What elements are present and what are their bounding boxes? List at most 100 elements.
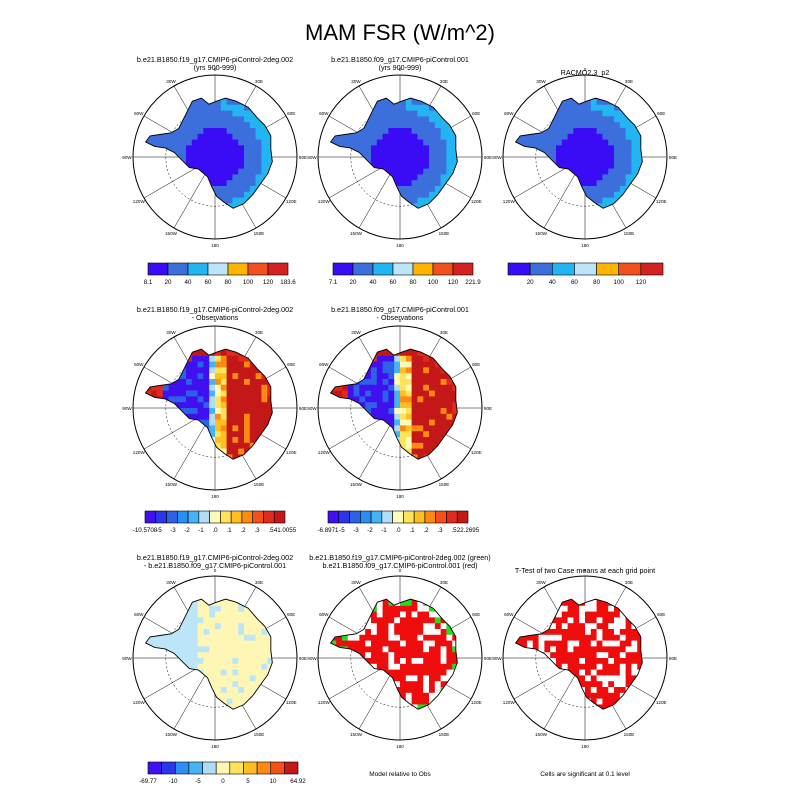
grid-cell <box>423 122 430 129</box>
grid-cell <box>417 373 424 380</box>
grid-cell <box>406 710 412 716</box>
meridian-label: 60W <box>319 362 329 367</box>
grid-cell <box>376 349 383 351</box>
grid-cell <box>156 698 164 705</box>
meridian-line <box>358 168 394 229</box>
grid-cell <box>370 191 378 198</box>
grid-cell <box>203 588 209 594</box>
grid-cell <box>157 728 163 734</box>
grid-cell <box>388 116 395 123</box>
grid-cell <box>562 87 568 93</box>
meridian-label: 60E <box>472 111 480 116</box>
grid-cell <box>348 215 354 221</box>
grid-cell <box>614 122 621 129</box>
grid-cell <box>267 617 273 624</box>
grid-cell <box>458 174 464 180</box>
grid-cell <box>168 116 175 123</box>
grid-cell <box>417 402 424 409</box>
grid-cell <box>365 384 372 391</box>
grid-cell <box>197 186 204 193</box>
grid-cell <box>544 162 551 169</box>
grid-cell <box>203 338 209 344</box>
grid-cell <box>255 646 262 653</box>
grid-cell <box>365 87 371 93</box>
grid-cell <box>411 390 418 397</box>
grid-cell <box>209 174 216 181</box>
grid-cell <box>168 704 175 710</box>
grid-cell <box>359 355 366 362</box>
grid-cell <box>273 192 279 198</box>
grid-cell <box>568 87 574 93</box>
grid-cell <box>168 384 175 391</box>
grid-cell <box>353 104 360 111</box>
grid-cell <box>561 174 568 181</box>
grid-cell <box>215 583 221 589</box>
grid-cell <box>244 355 251 362</box>
grid-cell <box>347 355 354 362</box>
grid-cell <box>156 384 164 391</box>
grid-cell <box>400 408 407 415</box>
grid-cell <box>341 687 349 694</box>
grid-cell <box>273 105 279 111</box>
grid-cell <box>394 133 401 140</box>
grid-cell <box>550 197 557 204</box>
grid-cell <box>377 710 383 716</box>
grid-cell <box>185 191 193 198</box>
grid-cell <box>279 600 285 606</box>
grid-cell <box>156 605 164 612</box>
grid-cell <box>388 413 395 420</box>
grid-cell <box>417 681 424 688</box>
grid-cell <box>417 478 423 484</box>
grid-cell <box>336 197 343 204</box>
grid-cell <box>215 349 222 351</box>
grid-cell <box>267 663 273 670</box>
grid-cell <box>330 180 337 187</box>
grid-cell <box>267 402 273 409</box>
grid-cell <box>417 658 424 665</box>
grid-cell <box>215 623 222 630</box>
grid-cell <box>400 186 407 193</box>
grid-cell <box>261 127 268 135</box>
grid-cell <box>412 338 418 344</box>
grid-cell <box>162 355 169 362</box>
grid-cell <box>220 180 227 187</box>
grid-cell <box>429 675 436 682</box>
grid-cell <box>342 728 348 734</box>
meridian-label: 150E <box>254 732 265 737</box>
grid-cell <box>411 628 418 636</box>
grid-cell <box>452 454 458 460</box>
grid-cell <box>405 425 412 432</box>
grid-cell <box>232 197 239 204</box>
grid-cell <box>400 139 407 146</box>
grid-cell <box>197 628 204 636</box>
grid-cell <box>382 191 389 198</box>
grid-cell <box>441 460 447 466</box>
grid-cell <box>521 227 527 233</box>
grid-cell <box>186 478 192 484</box>
grid-cell <box>388 431 395 438</box>
grid-cell <box>643 134 649 140</box>
grid-cell <box>163 716 169 722</box>
grid-cell <box>209 180 216 187</box>
grid-cell <box>394 663 401 670</box>
grid-cell <box>596 151 603 158</box>
grid-cell <box>232 611 239 618</box>
grid-cell <box>434 454 441 460</box>
grid-cell <box>423 442 430 449</box>
grid-cell <box>151 478 157 484</box>
grid-cell <box>232 687 239 694</box>
grid-cell <box>156 145 164 152</box>
grid-cell <box>238 227 244 233</box>
grid-cell <box>382 197 389 204</box>
grid-cell <box>388 127 395 135</box>
grid-cell <box>186 722 192 728</box>
grid-cell <box>567 203 574 209</box>
grid-cell <box>249 646 256 653</box>
grid-cell <box>226 681 233 688</box>
grid-cell <box>330 338 336 344</box>
grid-cell <box>515 180 516 187</box>
grid-cell <box>151 583 157 589</box>
grid-cell <box>400 151 407 158</box>
grid-cell <box>174 110 181 117</box>
grid-cell <box>145 197 152 204</box>
